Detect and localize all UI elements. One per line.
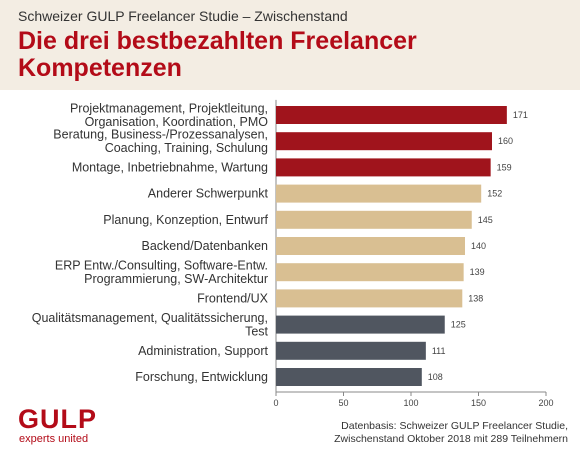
category-label: Montage, Inbetriebnahme, Wartung (72, 160, 268, 174)
bar-value-label: 138 (468, 293, 483, 303)
bar-value-label: 125 (451, 320, 466, 330)
source-line-1: Datenbasis: Schweizer GULP Freelancer St… (341, 420, 568, 432)
bar (276, 132, 492, 151)
category-label: Programmierung, SW-Architektur (84, 272, 268, 286)
bar (276, 315, 445, 334)
bar-value-label: 139 (470, 267, 485, 277)
gulp-logo: GULP (18, 404, 98, 434)
bar (276, 158, 491, 177)
page-subtitle: Schweizer GULP Freelancer Studie – Zwisc… (18, 8, 348, 24)
bar (276, 106, 507, 124)
bar-value-label: 111 (432, 346, 446, 356)
category-label: Beratung, Business-/Prozessanalysen, (53, 127, 268, 141)
x-tick-label: 100 (403, 398, 418, 408)
source-line-2: Zwischenstand Oktober 2018 mit 289 Teiln… (334, 433, 568, 445)
x-tick-label: 150 (471, 398, 486, 408)
bar-value-label: 145 (478, 215, 493, 225)
x-tick-label: 50 (338, 398, 348, 408)
category-label: Backend/Datenbanken (142, 239, 269, 253)
bar-value-label: 140 (471, 241, 486, 251)
category-label: Projektmanagement, Projektleitung, (70, 101, 268, 115)
bar-value-label: 108 (428, 372, 443, 382)
category-label: Test (245, 324, 268, 338)
bar (276, 237, 465, 255)
bar (276, 263, 464, 282)
category-label: Qualitätsmanagement, Qualitätssicherung, (32, 311, 268, 325)
logo-tagline: experts united (19, 433, 89, 445)
category-label: Planung, Konzeption, Entwurf (103, 213, 268, 227)
category-label: Administration, Support (138, 344, 268, 358)
bar-value-label: 152 (487, 189, 502, 199)
bar-value-label: 171 (513, 110, 528, 120)
category-label: Forschung, Entwicklung (135, 370, 268, 384)
bar-value-label: 159 (497, 162, 512, 172)
category-label: Coaching, Training, Schulung (105, 141, 268, 155)
category-label: Anderer Schwerpunkt (148, 187, 269, 201)
page-title: Die drei bestbezahlten Freelancer Kompet… (18, 27, 417, 82)
bar (276, 210, 472, 229)
bar (276, 341, 426, 360)
category-label: Organisation, Koordination, PMO (85, 115, 269, 129)
x-tick-label: 200 (538, 398, 553, 408)
bar (276, 184, 482, 203)
source-note: Datenbasis: Schweizer GULP Freelancer St… (268, 420, 568, 446)
bar-value-label: 160 (498, 136, 513, 146)
bar (276, 368, 422, 386)
category-label: ERP Entw./Consulting, Software-Entw. (55, 258, 268, 272)
x-tick-label: 0 (273, 398, 278, 408)
category-label: Frontend/UX (197, 291, 269, 305)
bar (276, 289, 463, 308)
header-banner: Schweizer GULP Freelancer Studie – Zwisc… (0, 0, 580, 90)
